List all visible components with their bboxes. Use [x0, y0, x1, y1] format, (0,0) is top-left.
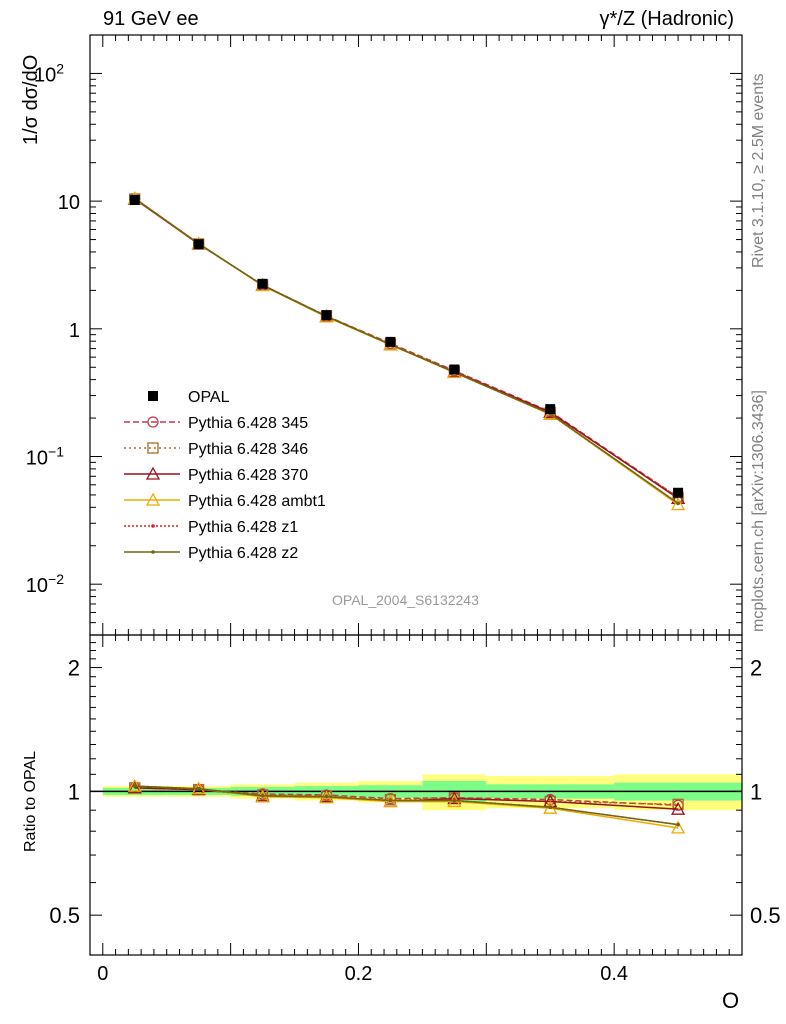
x-tick-label: 0.4 [600, 963, 628, 985]
data-point [673, 487, 684, 498]
data-point [385, 336, 396, 347]
x-tick-label: 0.2 [345, 963, 373, 985]
ratio-panel-frame [89, 634, 743, 956]
side-mcplots-label: mcplots.cern.ch [arXiv:1306.3436] [750, 390, 767, 632]
series-line [134, 197, 679, 504]
ratio-axis-label: Ratio to OPAL [22, 750, 39, 852]
legend-label: OPAL [188, 389, 230, 406]
data-point [670, 497, 686, 511]
side-rivet-label: Rivet 3.1.10, ≥ 2.5M events [750, 73, 767, 268]
legend-label: Pythia 6.428 345 [188, 415, 308, 432]
y-tick-label: 1 [69, 320, 80, 342]
data-point [196, 786, 201, 791]
data-point [672, 798, 684, 810]
plot-title-right: γ*/Z (Hadronic) [599, 8, 734, 30]
legend-label: Pythia 6.428 370 [188, 467, 308, 484]
data-point [257, 278, 268, 289]
data-point [151, 550, 155, 554]
data-point [148, 391, 158, 401]
data-point [127, 780, 142, 794]
data-point [545, 404, 556, 415]
data-point [670, 820, 686, 834]
data-point [670, 801, 686, 815]
data-point [321, 310, 332, 321]
ratio-y-tick-label: 2 [68, 656, 80, 681]
data-point [449, 364, 460, 375]
analysis-id-label: OPAL_2004_S6132243 [332, 592, 479, 608]
data-point [676, 501, 680, 506]
data-point [260, 794, 265, 798]
axes-ticks: 0 0.2 0.4 10−2 10−1 1 10 102 0.5 0.5 1 1 2 2 [26, 34, 781, 985]
ratio-y-tick-label: 1 [68, 779, 80, 804]
ratio-y-tick-label-right: 1 [750, 779, 762, 804]
data-point [129, 195, 140, 206]
ratio-y-tick-label: 0.5 [49, 903, 80, 928]
legend-label: Pythia 6.428 346 [188, 441, 308, 458]
x-axis-label: O [722, 988, 740, 1013]
ratio-y-tick-label-right: 2 [750, 656, 762, 681]
y-tick-label: 10−2 [26, 571, 64, 597]
legend-label: Pythia 6.428 z1 [188, 519, 298, 536]
y-axis-label: 1/σ dσ/dO [20, 54, 42, 145]
data-point [447, 791, 462, 805]
y-tick-label: 10−1 [26, 444, 64, 470]
data-point [324, 794, 329, 799]
data-point [548, 805, 553, 810]
legend-label: Pythia 6.428 ambt1 [188, 493, 326, 510]
x-tick-label: 0 [97, 963, 108, 985]
legend-label: Pythia 6.428 z2 [188, 545, 298, 562]
y-tick-label: 102 [34, 60, 64, 86]
series-line [134, 785, 679, 826]
data-point [145, 492, 161, 506]
data-point [151, 524, 155, 528]
data-point [676, 822, 680, 827]
y-tick-label: 10 [58, 192, 80, 214]
ratio-uncertainty-bands [90, 774, 742, 811]
data-point [388, 798, 393, 803]
legend: OPAL Pythia 6.428 345 Pythia 6.428 346 Pyth… [124, 389, 326, 562]
data-point [147, 416, 159, 428]
data-point [193, 239, 204, 250]
data-point [147, 442, 159, 454]
data-point [452, 798, 457, 803]
data-point [132, 784, 137, 788]
ratio-y-tick-label-right: 0.5 [750, 903, 781, 928]
plot-title-left: 91 GeV ee [103, 8, 199, 30]
series-layer [127, 191, 686, 834]
data-point [145, 466, 161, 480]
